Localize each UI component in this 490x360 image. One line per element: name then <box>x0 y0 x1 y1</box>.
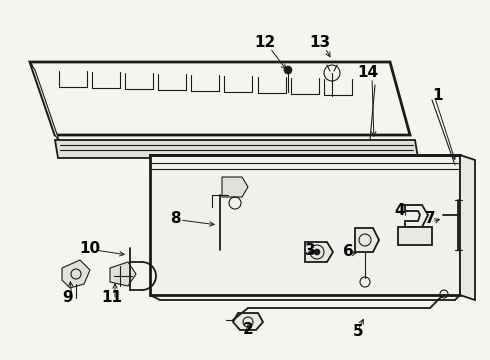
Polygon shape <box>305 242 333 262</box>
Text: 7: 7 <box>425 211 435 225</box>
Text: 2: 2 <box>243 323 253 338</box>
Text: 10: 10 <box>79 240 100 256</box>
Polygon shape <box>222 177 248 197</box>
Polygon shape <box>30 62 410 135</box>
Circle shape <box>284 66 292 74</box>
Polygon shape <box>110 262 136 286</box>
Polygon shape <box>30 62 60 143</box>
Text: 11: 11 <box>101 291 122 306</box>
Text: 4: 4 <box>394 202 405 217</box>
Polygon shape <box>355 228 379 252</box>
Text: 13: 13 <box>310 35 331 50</box>
Polygon shape <box>460 155 475 300</box>
Polygon shape <box>55 140 418 158</box>
Polygon shape <box>150 155 460 295</box>
Polygon shape <box>398 227 432 245</box>
Text: 5: 5 <box>353 324 363 339</box>
Text: 12: 12 <box>254 35 275 50</box>
Polygon shape <box>400 205 428 227</box>
Text: 8: 8 <box>170 211 180 225</box>
Text: 1: 1 <box>433 87 443 103</box>
Text: 14: 14 <box>357 64 379 80</box>
Text: 9: 9 <box>63 291 74 306</box>
Polygon shape <box>62 260 90 288</box>
Text: 3: 3 <box>305 243 315 257</box>
Polygon shape <box>233 313 263 330</box>
Circle shape <box>314 249 320 255</box>
Text: 6: 6 <box>343 244 353 260</box>
